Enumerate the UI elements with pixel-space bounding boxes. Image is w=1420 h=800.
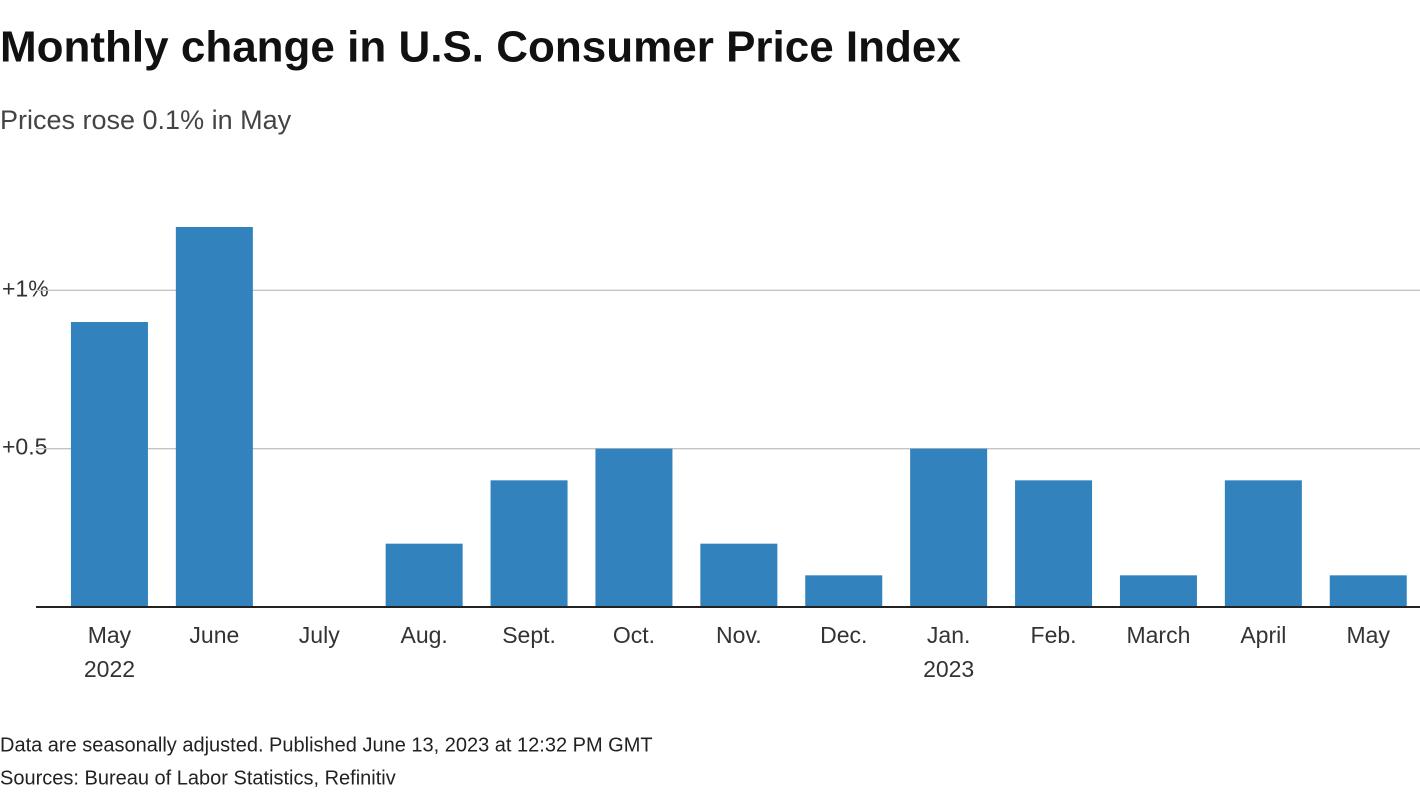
x-tick-label: March: [1126, 622, 1190, 648]
y-tick-label: +0.5: [2, 434, 47, 460]
chart-title: Monthly change in U.S. Consumer Price In…: [0, 23, 961, 72]
chart-note: Data are seasonally adjusted. Published …: [0, 734, 653, 756]
x-tick-label: Nov.: [716, 622, 762, 648]
bar: [910, 448, 988, 607]
bar: [70, 322, 148, 607]
x-tick-label: May: [1347, 622, 1391, 648]
x-tick-label: July: [299, 622, 340, 648]
bar: [490, 480, 568, 607]
x-tick-label: Oct.: [613, 622, 655, 648]
bar: [175, 227, 253, 607]
bar: [700, 543, 778, 607]
bar: [1329, 575, 1407, 607]
bar: [1015, 480, 1093, 607]
y-tick-label: +1%: [2, 275, 49, 301]
x-tick-label: June: [189, 622, 239, 648]
chart-source: Sources: Bureau of Labor Statistics, Ref…: [0, 767, 396, 789]
chart-subtitle: Prices rose 0.1% in May: [0, 105, 292, 135]
bar: [595, 448, 673, 607]
x-tick-label: April: [1240, 622, 1286, 648]
x-tick-label: Sept.: [502, 622, 556, 648]
x-tick-label: May 2022: [84, 622, 135, 682]
bar: [805, 575, 883, 607]
x-tick-label: Aug.: [400, 622, 447, 648]
bar: [1224, 480, 1302, 607]
bar: [385, 543, 463, 607]
bar: [1119, 575, 1197, 607]
x-tick-label: Jan. 2023: [923, 622, 974, 682]
x-tick-label: Feb.: [1031, 622, 1077, 648]
x-tick-label: Dec.: [820, 622, 867, 648]
